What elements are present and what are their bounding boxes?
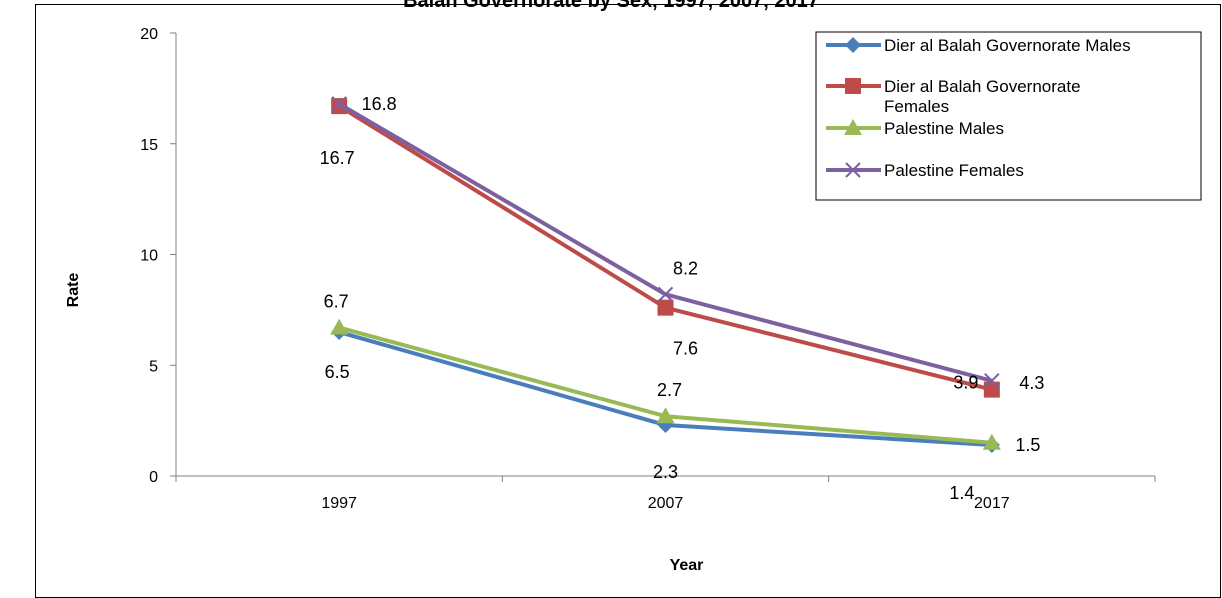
data-label: 7.6	[673, 339, 698, 359]
legend-label: Dier al Balah Governorate Females	[884, 77, 1081, 116]
y-tick-label: 5	[149, 358, 158, 375]
data-label: 1.4	[949, 483, 974, 503]
series-3	[331, 96, 1000, 389]
data-point	[657, 286, 674, 303]
y-axis-label: Rate	[65, 273, 82, 308]
legend-marker	[845, 78, 861, 94]
marker-stroke	[657, 286, 674, 303]
data-point	[984, 373, 1000, 389]
legend-entry: Palestine Males	[826, 119, 1004, 138]
data-point	[330, 318, 349, 335]
data-point	[982, 433, 1001, 450]
data-labels: 6.5 2.3 1.4 16.7 7.6 3.9 6.7 2.7 1.5 16.8 8.2 4.3	[320, 94, 1045, 503]
chart-title: Balah Governorate by Sex, 1997, 2007, 20…	[403, 0, 819, 12]
axes: 0 5 10 15 20 1997 2007 2017 Year Rate	[65, 26, 1156, 574]
data-label: 4.3	[1019, 373, 1044, 393]
y-tick-label: 10	[140, 248, 158, 265]
data-label: 16.7	[320, 148, 355, 168]
data-point	[657, 299, 674, 316]
y-tick-label: 0	[149, 469, 158, 486]
data-label: 8.2	[673, 258, 698, 278]
legend-label: Palestine Males	[884, 119, 1004, 138]
x-tick-label: 2017	[974, 495, 1010, 512]
y-tick-label: 20	[140, 26, 158, 43]
series-layer	[330, 96, 1001, 453]
data-label: 6.7	[324, 292, 349, 312]
legend-label-line: Dier al Balah Governorate	[884, 77, 1081, 96]
marker-stroke	[984, 373, 1000, 389]
series-2	[330, 318, 1001, 450]
data-label: 2.3	[653, 462, 678, 482]
x-axis-label: Year	[670, 557, 704, 574]
data-label: 16.8	[362, 94, 397, 114]
x-tick-label: 2007	[648, 495, 684, 512]
legend-marker	[844, 119, 862, 135]
legend-label: Palestine Females	[884, 161, 1024, 180]
legend-marker	[845, 162, 861, 178]
x-tick-label: 1997	[321, 495, 357, 512]
data-label: 1.5	[1015, 435, 1040, 455]
legend-marker	[845, 37, 861, 53]
marker-stroke	[845, 162, 861, 178]
data-point	[331, 96, 347, 112]
y-tick-label: 15	[140, 137, 158, 154]
legend: Dier al Balah Governorate Males Dier al B…	[815, 31, 1202, 201]
legend-label: Dier al Balah Governorate Males	[884, 36, 1131, 55]
legend-label-line: Females	[884, 97, 949, 116]
legend-entry: Dier al Balah Governorate Females	[826, 77, 1081, 116]
marker-stroke	[331, 96, 347, 112]
data-point	[983, 381, 1000, 398]
data-label: 6.5	[325, 362, 350, 382]
legend-entry: Palestine Females	[826, 161, 1024, 180]
legend-entry: Dier al Balah Governorate Males	[826, 36, 1131, 55]
data-label: 2.7	[657, 380, 682, 400]
data-label: 3.9	[953, 373, 978, 393]
data-point	[656, 407, 675, 424]
